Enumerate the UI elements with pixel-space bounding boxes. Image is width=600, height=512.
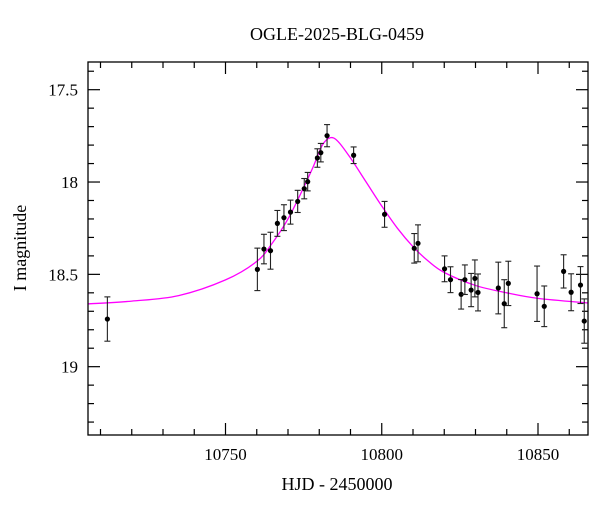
chart-title: OGLE-2025-BLG-0459 <box>250 24 424 44</box>
data-point <box>314 148 321 168</box>
point-marker <box>568 289 574 295</box>
data-point <box>541 285 548 328</box>
y-tick-label: 19 <box>61 358 78 377</box>
data-point <box>274 209 281 237</box>
data-point <box>304 171 311 192</box>
data-point <box>350 146 357 165</box>
point-marker <box>415 240 421 246</box>
point-marker <box>561 268 567 274</box>
point-marker <box>581 318 587 324</box>
x-tick-label: 10850 <box>517 445 560 464</box>
data-point <box>501 279 508 329</box>
point-marker <box>534 291 540 297</box>
y-tick-labels: 17.5 18 18.5 19 <box>48 81 78 377</box>
point-marker <box>411 245 417 251</box>
data-point <box>324 124 331 148</box>
data-point <box>475 273 481 312</box>
point-marker <box>441 266 448 272</box>
data-point <box>104 296 111 342</box>
point-marker <box>381 211 388 217</box>
point-marker <box>495 285 501 291</box>
data-point <box>447 266 454 294</box>
point-marker <box>287 209 294 215</box>
point-marker <box>324 133 330 139</box>
point-marker <box>274 220 280 226</box>
data-point <box>381 200 388 228</box>
point-marker <box>468 287 474 293</box>
data-point <box>287 199 294 225</box>
data-point <box>505 260 512 307</box>
y-tick-label: 18 <box>61 173 78 192</box>
data-point <box>495 261 502 315</box>
x-tick-label: 10750 <box>204 445 247 464</box>
data-point <box>260 233 267 265</box>
data-point <box>468 272 475 308</box>
point-marker <box>314 155 320 161</box>
x-axis-label: HJD - 2450000 <box>282 474 393 494</box>
point-marker <box>351 152 357 158</box>
point-marker <box>301 186 307 192</box>
point-marker <box>462 277 468 283</box>
data-point <box>294 189 301 214</box>
data-point <box>301 177 308 200</box>
data-point <box>471 259 478 298</box>
x-tick-label: 10800 <box>361 445 404 464</box>
point-marker <box>104 316 110 322</box>
data-points <box>104 124 588 344</box>
data-point <box>577 266 584 305</box>
axis-ticks <box>88 62 588 435</box>
point-marker <box>267 248 274 254</box>
data-point <box>581 298 588 344</box>
point-marker <box>318 150 324 156</box>
y-tick-label: 18.5 <box>48 265 78 284</box>
data-point <box>415 224 421 263</box>
data-point <box>560 254 567 289</box>
point-marker <box>505 280 511 286</box>
point-marker <box>447 277 454 283</box>
point-marker <box>305 179 311 185</box>
point-marker <box>472 275 478 282</box>
y-tick-label: 17.5 <box>48 81 78 100</box>
plot-frame <box>87 61 589 436</box>
y-axis-label: I magnitude <box>10 205 30 291</box>
data-point <box>568 273 575 312</box>
data-point <box>317 142 324 163</box>
model-curve <box>87 136 589 305</box>
x-tick-labels: 10750 10800 10850 <box>204 445 559 464</box>
point-marker <box>458 291 464 297</box>
data-point <box>441 255 448 283</box>
data-point <box>254 247 261 292</box>
point-marker <box>541 303 547 309</box>
data-point <box>534 265 541 322</box>
data-point <box>461 264 468 296</box>
data-point <box>280 204 287 232</box>
point-marker <box>261 246 267 252</box>
data-point <box>267 231 274 270</box>
point-marker <box>295 198 301 205</box>
point-marker <box>475 289 481 296</box>
point-marker <box>577 282 584 288</box>
point-marker <box>254 266 260 272</box>
point-marker <box>281 215 287 221</box>
data-point <box>411 232 418 264</box>
